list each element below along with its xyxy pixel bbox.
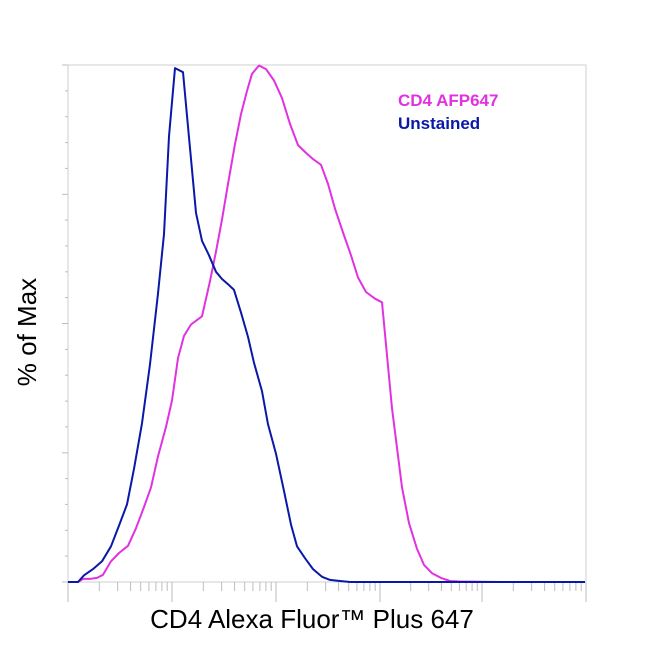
x-axis-ticks: [67, 582, 587, 602]
legend-item-unstained: Unstained: [398, 114, 480, 133]
y-axis-title: % of Max: [12, 278, 42, 386]
y-axis-ticks: [62, 64, 68, 583]
legend: CD4 AFP647 Unstained: [398, 91, 498, 133]
legend-item-cd4-afp647: CD4 AFP647: [398, 91, 498, 110]
x-axis-title: CD4 Alexa Fluor™ Plus 647: [150, 604, 474, 634]
series-line-cd4-afp647: [68, 64, 585, 583]
series-line-unstained: [68, 67, 585, 583]
